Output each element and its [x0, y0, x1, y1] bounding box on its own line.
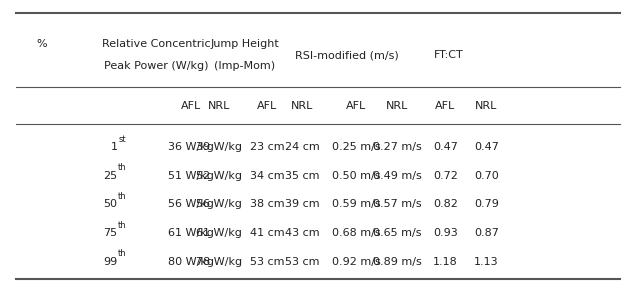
Text: NRL: NRL [386, 101, 409, 111]
Text: 0.68 m/s: 0.68 m/s [332, 228, 380, 238]
Text: Jump Height: Jump Height [211, 39, 279, 49]
Text: 39 cm: 39 cm [285, 200, 319, 209]
Text: 0.92 m/s: 0.92 m/s [332, 257, 380, 267]
Text: th: th [118, 221, 127, 230]
Text: 52 W/kg: 52 W/kg [197, 171, 242, 181]
Text: 0.27 m/s: 0.27 m/s [373, 142, 422, 152]
Text: 0.72: 0.72 [432, 171, 458, 181]
Text: 61 W/kg: 61 W/kg [197, 228, 242, 238]
Text: NRL: NRL [475, 101, 498, 111]
Text: 53 cm: 53 cm [285, 257, 319, 267]
Text: NRL: NRL [208, 101, 231, 111]
Text: 80 W/kg: 80 W/kg [168, 257, 214, 267]
Text: 1.18: 1.18 [433, 257, 457, 267]
Text: 0.50 m/s: 0.50 m/s [332, 171, 380, 181]
Text: th: th [118, 163, 127, 172]
Text: 0.47: 0.47 [432, 142, 458, 152]
Text: 0.82: 0.82 [432, 200, 458, 209]
Text: 38 cm: 38 cm [250, 200, 284, 209]
Text: 34 cm: 34 cm [250, 171, 284, 181]
Text: NRL: NRL [291, 101, 314, 111]
Text: 0.47: 0.47 [474, 142, 499, 152]
Text: 0.57 m/s: 0.57 m/s [373, 200, 422, 209]
Text: RSI-modified (m/s): RSI-modified (m/s) [294, 50, 399, 60]
Text: FT:CT: FT:CT [434, 50, 463, 60]
Text: 56 W/kg: 56 W/kg [197, 200, 242, 209]
Text: Relative Concentric: Relative Concentric [102, 39, 210, 49]
Text: 0.79: 0.79 [474, 200, 499, 209]
Text: 50: 50 [104, 200, 118, 209]
Text: 25: 25 [104, 171, 118, 181]
Text: 0.25 m/s: 0.25 m/s [332, 142, 380, 152]
Text: 0.93: 0.93 [433, 228, 457, 238]
Text: AFL: AFL [346, 101, 366, 111]
Text: 1.13: 1.13 [474, 257, 499, 267]
Text: 56 W/kg: 56 W/kg [168, 200, 214, 209]
Text: 39 W/kg: 39 W/kg [197, 142, 242, 152]
Text: 1: 1 [111, 142, 118, 152]
Text: %: % [36, 39, 46, 49]
Text: 0.89 m/s: 0.89 m/s [373, 257, 422, 267]
Text: 0.87: 0.87 [474, 228, 499, 238]
Text: 0.65 m/s: 0.65 m/s [373, 228, 422, 238]
Text: AFL: AFL [435, 101, 455, 111]
Text: (Imp-Mom): (Imp-Mom) [214, 61, 275, 71]
Text: 0.59 m/s: 0.59 m/s [332, 200, 380, 209]
Text: 75: 75 [104, 228, 118, 238]
Text: 35 cm: 35 cm [285, 171, 319, 181]
Text: 36 W/kg: 36 W/kg [168, 142, 214, 152]
Text: st: st [118, 135, 126, 144]
Text: 0.49 m/s: 0.49 m/s [373, 171, 422, 181]
Text: 41 cm: 41 cm [250, 228, 284, 238]
Text: 78 W/kg: 78 W/kg [197, 257, 242, 267]
Text: AFL: AFL [257, 101, 277, 111]
Text: th: th [118, 192, 127, 201]
Text: 0.70: 0.70 [474, 171, 499, 181]
Text: 51 W/kg: 51 W/kg [168, 171, 214, 181]
Text: th: th [118, 249, 127, 258]
Text: 99: 99 [104, 257, 118, 267]
Text: 53 cm: 53 cm [250, 257, 284, 267]
Text: 23 cm: 23 cm [250, 142, 284, 152]
Text: 61 W/kg: 61 W/kg [168, 228, 214, 238]
Text: 43 cm: 43 cm [285, 228, 319, 238]
Text: AFL: AFL [181, 101, 201, 111]
Text: 24 cm: 24 cm [285, 142, 319, 152]
Text: Peak Power (W/kg): Peak Power (W/kg) [104, 61, 208, 71]
